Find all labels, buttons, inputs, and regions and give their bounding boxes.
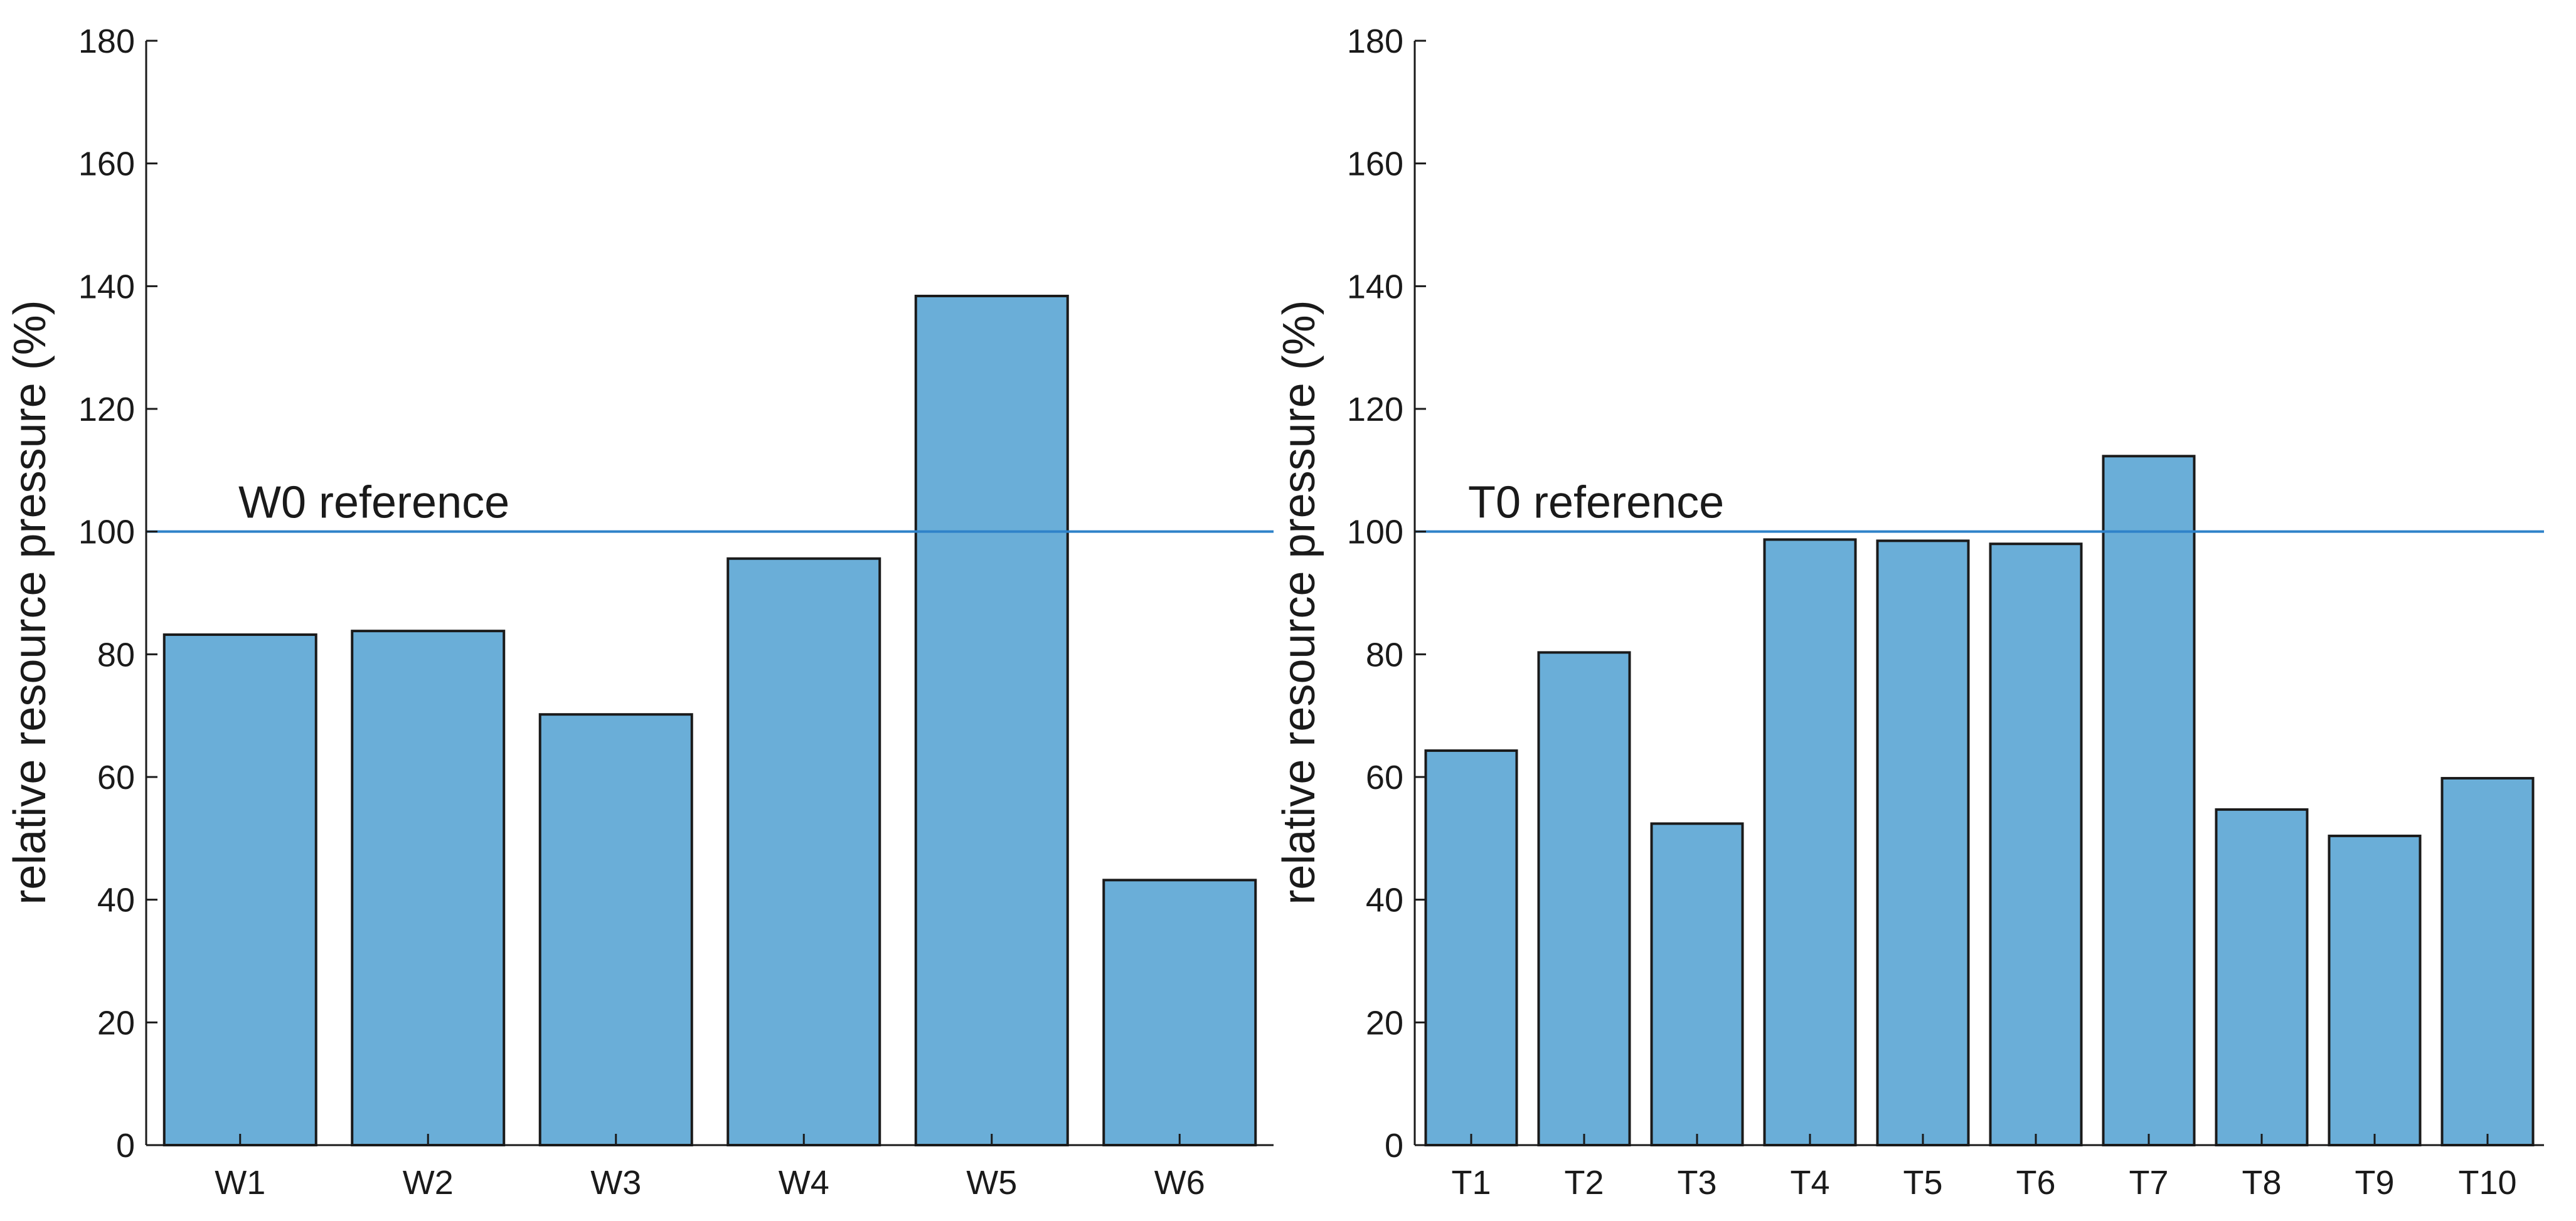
right-y-tick-label: 140 [1347, 268, 1403, 305]
left-y-tick-label: 120 [78, 391, 135, 428]
right-bar-t4 [1763, 538, 1857, 1146]
right-y-tick-label: 120 [1347, 391, 1403, 428]
left-x-tick-label-w6: W6 [1154, 1164, 1205, 1202]
right-bar-t6 [1989, 542, 2083, 1146]
left-bar-w5 [914, 294, 1069, 1146]
right-bar-t3 [1650, 822, 1744, 1147]
left-bar-w6 [1102, 879, 1257, 1146]
left-y-tick-label: 180 [78, 23, 135, 60]
left-y-tick-label: 0 [116, 1127, 135, 1165]
right-y-tick-label: 60 [1366, 759, 1403, 796]
right-y-tick-label: 20 [1366, 1004, 1403, 1042]
left-y-tick-label: 40 [97, 882, 135, 919]
right-bar-t9 [2328, 834, 2422, 1147]
right-x-tick-label-t7: T7 [2129, 1164, 2168, 1202]
left-y-tick-label: 60 [97, 759, 135, 796]
right-bar-t1 [1424, 749, 1518, 1146]
right-y-tick-label: 100 [1347, 514, 1403, 551]
right-y-tick-label: 80 [1366, 636, 1403, 674]
left-x-tick-label-w4: W4 [779, 1164, 829, 1202]
right-reference-label: T0 reference [1468, 478, 1724, 528]
left-y-tick-label: 20 [97, 1004, 135, 1042]
right-bar-t10 [2440, 776, 2535, 1146]
right-x-tick-label-t3: T3 [1677, 1164, 1716, 1202]
right-x-tick-label-t8: T8 [2242, 1164, 2281, 1202]
right-bar-t7 [2102, 455, 2196, 1146]
right-x-tick-label-t4: T4 [1790, 1164, 1829, 1202]
right-y-tick-label: 160 [1347, 145, 1403, 183]
right-x-tick-label-t1: T1 [1451, 1164, 1491, 1202]
left-y-tick-label: 140 [78, 268, 135, 305]
left-bar-w4 [726, 557, 881, 1146]
right-bar-t5 [1876, 539, 1970, 1146]
right-x-tick-label-t5: T5 [1903, 1164, 1942, 1202]
left-y-tick-label: 100 [78, 514, 135, 551]
left-bar-w2 [351, 630, 506, 1146]
right-y-axis-title: relative resource pressure (%) [1274, 300, 1324, 904]
left-chart-panel: W0 reference 0 20 40 60 80 100 120 140 160 180 W1 W2… [5, 23, 1274, 1202]
right-x-tick-label-t10: T10 [2458, 1164, 2516, 1202]
right-y-tick-label: 0 [1385, 1127, 1403, 1165]
right-y-tick-label: 40 [1366, 882, 1403, 919]
left-y-tick-label: 160 [78, 145, 135, 183]
left-x-tick-label-w2: W2 [403, 1164, 454, 1202]
left-reference-label: W0 reference [238, 478, 509, 528]
right-x-tick-label-t2: T2 [1564, 1164, 1604, 1202]
left-y-tick-label: 80 [97, 636, 135, 674]
left-bar-w1 [162, 633, 317, 1146]
left-y-axis-title: relative resource pressure (%) [5, 300, 55, 904]
right-y-tick-label: 180 [1347, 23, 1403, 60]
right-x-tick-label-t6: T6 [2016, 1164, 2055, 1202]
left-x-tick-label-w1: W1 [215, 1164, 265, 1202]
left-x-tick-label-w5: W5 [966, 1164, 1017, 1202]
left-x-tick-label-w3: W3 [590, 1164, 641, 1202]
left-bar-w3 [538, 713, 693, 1146]
right-x-tick-label-t9: T9 [2355, 1164, 2394, 1202]
right-bar-t2 [1537, 651, 1631, 1146]
right-chart-panel: T0 reference 0 20 40 60 80 100 120 140 160 180 T1 T2… [1274, 23, 2544, 1202]
right-bar-t8 [2215, 808, 2309, 1146]
